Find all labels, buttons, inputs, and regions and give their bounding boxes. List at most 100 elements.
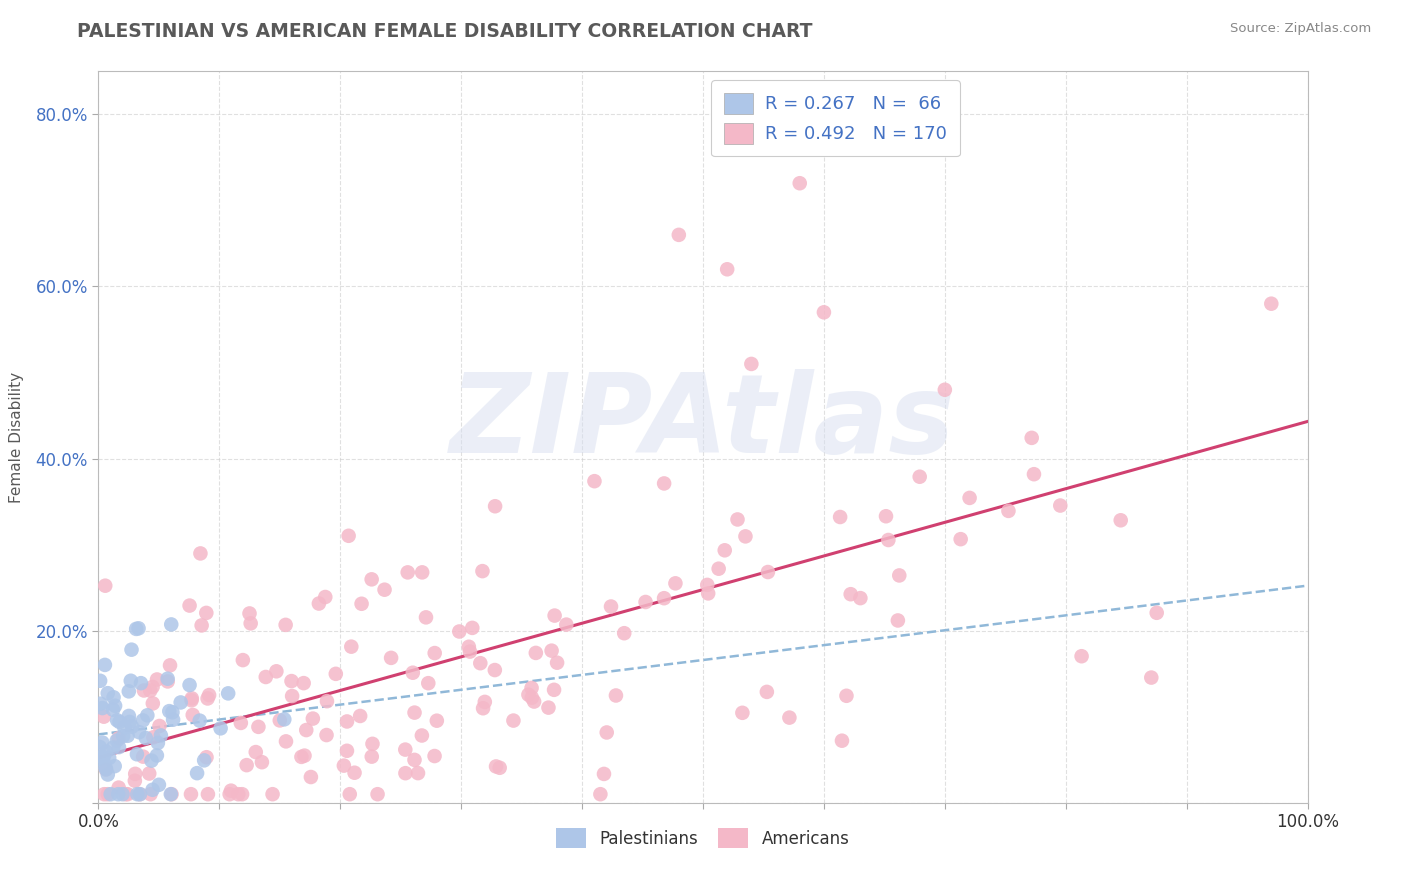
Point — [664, 576, 686, 591]
Point — [280, 674, 302, 689]
Point — [139, 787, 162, 801]
Point — [668, 227, 690, 242]
Point — [142, 731, 165, 745]
Point — [411, 566, 433, 580]
Point — [94, 579, 117, 593]
Point — [634, 595, 657, 609]
Point — [731, 706, 754, 720]
Point — [132, 714, 155, 728]
Point — [394, 742, 416, 756]
Point — [103, 690, 125, 705]
Point — [103, 740, 125, 755]
Point — [108, 714, 131, 729]
Point — [91, 735, 114, 749]
Point — [756, 565, 779, 579]
Point — [406, 766, 429, 780]
Point — [159, 787, 181, 801]
Point — [269, 714, 291, 728]
Point — [94, 763, 117, 777]
Point — [295, 723, 318, 737]
Point — [254, 670, 277, 684]
Point — [93, 750, 115, 764]
Point — [114, 787, 136, 801]
Point — [170, 696, 193, 710]
Point — [274, 734, 297, 748]
Point — [232, 653, 254, 667]
Point — [148, 778, 170, 792]
Point — [600, 599, 623, 614]
Point — [198, 688, 221, 702]
Point — [325, 666, 347, 681]
Point — [350, 597, 373, 611]
Point — [716, 262, 738, 277]
Point — [1146, 606, 1168, 620]
Point — [396, 566, 419, 580]
Point — [235, 758, 257, 772]
Point — [142, 697, 165, 711]
Point — [159, 658, 181, 673]
Point — [129, 787, 152, 801]
Point — [104, 759, 127, 773]
Point — [281, 689, 304, 703]
Point — [839, 587, 862, 601]
Point — [404, 706, 426, 720]
Point — [188, 714, 211, 728]
Point — [315, 728, 337, 742]
Point — [308, 597, 330, 611]
Point — [118, 709, 141, 723]
Text: PALESTINIAN VS AMERICAN FEMALE DISABILITY CORRELATION CHART: PALESTINIAN VS AMERICAN FEMALE DISABILIT… — [77, 22, 813, 41]
Point — [540, 643, 562, 657]
Point — [146, 748, 169, 763]
Point — [94, 762, 117, 776]
Point — [877, 533, 900, 547]
Point — [149, 728, 172, 742]
Point — [107, 731, 129, 746]
Point — [537, 700, 560, 714]
Point — [141, 754, 163, 768]
Point — [138, 766, 160, 780]
Point — [262, 787, 284, 801]
Point — [121, 642, 143, 657]
Point — [160, 617, 183, 632]
Point — [179, 599, 201, 613]
Point — [343, 765, 366, 780]
Point — [97, 767, 120, 781]
Point — [128, 621, 150, 635]
Point — [112, 720, 135, 734]
Point — [949, 532, 972, 546]
Point — [472, 701, 495, 715]
Point — [831, 733, 853, 747]
Point — [543, 608, 565, 623]
Legend: Palestinians, Americans: Palestinians, Americans — [548, 820, 858, 856]
Point — [195, 750, 218, 764]
Point — [740, 357, 762, 371]
Point — [959, 491, 981, 505]
Point — [461, 621, 484, 635]
Point — [830, 510, 852, 524]
Point — [1109, 513, 1132, 527]
Point — [596, 725, 619, 739]
Point — [314, 590, 336, 604]
Point — [524, 646, 547, 660]
Point — [239, 616, 262, 631]
Point — [411, 729, 433, 743]
Point — [156, 674, 179, 689]
Point — [470, 656, 492, 670]
Point — [361, 737, 384, 751]
Point — [197, 787, 219, 801]
Point — [589, 787, 612, 801]
Point — [89, 739, 111, 754]
Point — [652, 476, 675, 491]
Point — [336, 744, 359, 758]
Point — [316, 694, 339, 708]
Point — [875, 509, 897, 524]
Point — [245, 745, 267, 759]
Point — [292, 676, 315, 690]
Point — [274, 618, 297, 632]
Point — [367, 787, 389, 801]
Point — [502, 714, 524, 728]
Point — [190, 546, 212, 560]
Point — [394, 766, 416, 780]
Point — [107, 780, 129, 795]
Point — [190, 618, 212, 632]
